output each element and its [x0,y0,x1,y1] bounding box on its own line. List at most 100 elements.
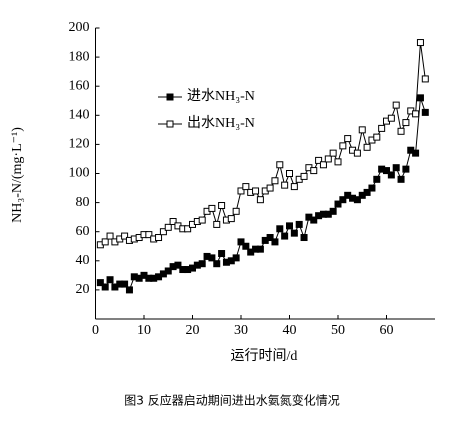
data-point [281,181,289,189]
data-point [421,108,429,116]
data-point [363,188,371,196]
y-tick-label: 180 [69,49,90,64]
data-point [198,216,206,224]
y-tick-label: 100 [69,166,90,181]
data-point [290,183,298,191]
data-point [242,242,250,250]
y-tick-label: 140 [69,108,90,123]
data-point [329,207,337,215]
data-point [208,254,216,262]
y-tick-label: 20 [76,282,90,297]
x-tick-label: 30 [234,323,248,338]
data-point [276,225,284,233]
data-point [412,110,420,118]
data-point [421,75,429,83]
data-point [392,164,400,172]
data-point [290,229,298,237]
data-point [295,220,303,228]
data-point [392,101,400,109]
data-point [218,250,226,258]
x-axis-label: 运行时间/d [231,348,298,364]
data-point [266,184,274,192]
data-point [402,119,410,127]
data-point [339,196,347,204]
data-point [169,218,177,226]
y-tick-label: 60 [76,224,90,239]
x-tick-label: 20 [186,323,200,338]
data-point [96,279,104,287]
data-point [353,149,361,157]
data-point [271,177,279,185]
data-point [416,39,424,47]
data-point [324,155,332,163]
y-tick-label: 120 [69,137,90,152]
data-point [416,94,424,102]
data-point [339,142,347,150]
data-point [164,267,172,275]
data-point [198,260,206,268]
series-line [100,42,426,246]
data-point [256,196,264,204]
data-point [232,254,240,262]
data-point [174,261,182,269]
data-point [232,207,240,215]
data-point [276,161,284,169]
data-point [218,202,226,210]
data-point [334,200,342,208]
data-point [383,167,390,175]
data-point [145,231,153,239]
x-tick-label: 60 [380,323,394,338]
caption: 图3 反应器启动期间进出水氨氮变化情况 [124,393,339,408]
data-point [315,156,323,164]
data-point [271,238,279,246]
data-point [300,172,308,180]
data-point [334,158,342,166]
data-point [353,196,361,204]
x-tick-label: 50 [331,323,345,338]
x-tick-label: 40 [283,323,297,338]
data-point [412,149,420,157]
legend-marker [166,93,174,101]
y-tick-label: 40 [76,253,90,268]
data-point [358,126,366,134]
data-point [237,187,245,195]
legend-marker [166,120,174,128]
data-point [387,114,395,122]
data-point [397,175,405,183]
data-point [159,228,167,236]
data-point [125,286,133,294]
data-point [155,234,163,242]
data-point [319,161,327,169]
data-point [373,133,381,141]
data-point [286,170,293,177]
data-point [286,222,293,230]
data-point [101,283,109,291]
data-point [368,184,376,192]
data-point [310,216,318,224]
data-point [329,149,337,157]
data-point [121,232,129,240]
data-point [106,276,114,284]
data-point [256,245,264,253]
data-point [252,187,260,195]
data-point [208,204,216,212]
x-tick-label: 10 [137,323,151,338]
data-point [344,135,352,143]
data-point [121,280,129,288]
data-point [363,143,371,151]
data-point [213,260,221,268]
data-point [101,238,109,246]
data-point [378,124,386,132]
data-point [213,220,221,228]
y-tick-label: 160 [69,78,90,93]
data-point [237,238,245,246]
data-point [397,127,405,135]
data-point [310,167,318,175]
x-tick-label: 0 [92,323,99,338]
y-axis-label: NH₃-N/(mg·L⁻¹) [10,127,25,223]
data-point [266,234,274,242]
data-point [227,215,235,223]
legend-label: 出水NH₃-N [187,115,255,131]
y-tick-label: 200 [69,20,90,35]
